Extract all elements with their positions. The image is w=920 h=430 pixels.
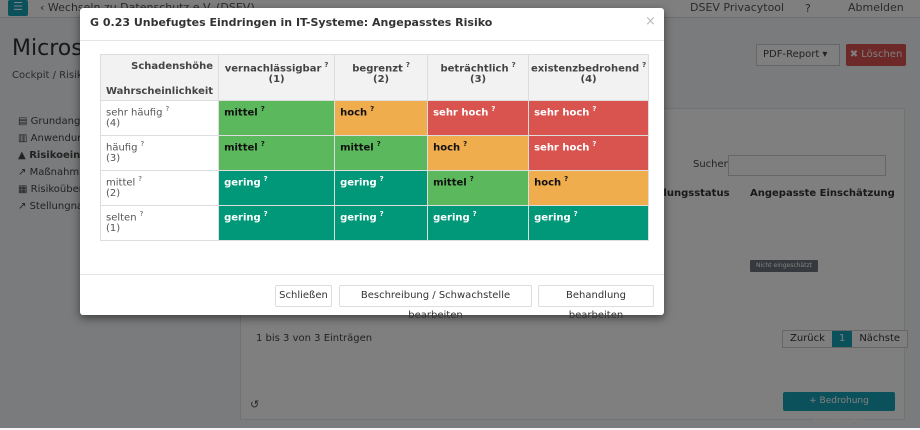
column-label: existenzbedrohend xyxy=(530,63,640,75)
risk-cell: gering? xyxy=(334,170,429,206)
close-button[interactable]: Schließen xyxy=(275,285,332,307)
impact-column-header: begrenzt? (2) xyxy=(334,54,429,101)
help-icon[interactable]: ? xyxy=(564,175,569,183)
help-icon[interactable]: ? xyxy=(260,140,265,148)
risk-matrix: Schadenshöhe Wahrscheinlichkeit vernachl… xyxy=(99,54,650,241)
row-label: selten xyxy=(106,212,137,224)
risk-level: gering xyxy=(433,212,470,224)
impact-column-header: existenzbedrohend? (4) xyxy=(528,54,650,101)
column-label: begrenzt xyxy=(352,63,403,75)
help-icon[interactable]: ? xyxy=(263,210,268,218)
risk-cell: hoch? xyxy=(334,100,429,136)
risk-cell: hoch? xyxy=(528,170,650,206)
help-icon[interactable]: ? xyxy=(472,210,477,218)
help-icon[interactable]: ? xyxy=(370,105,375,113)
row-number: (1) xyxy=(106,223,121,235)
column-number: (3) xyxy=(470,74,487,86)
help-icon[interactable]: ? xyxy=(140,140,145,148)
divider xyxy=(80,274,664,275)
risk-level: mittel xyxy=(224,107,258,119)
damage-label: Schadenshöhe xyxy=(131,61,214,72)
edit-description-button[interactable]: Beschreibung / Schwachstelle bearbeiten xyxy=(339,285,532,321)
column-label: beträchtlich xyxy=(440,63,509,75)
help-icon[interactable]: ? xyxy=(260,105,265,113)
risk-level: mittel xyxy=(340,142,374,154)
risk-level: mittel xyxy=(224,142,258,154)
row-label: häufig xyxy=(106,142,138,154)
risk-level: gering xyxy=(224,212,261,224)
risk-level: hoch xyxy=(534,177,562,189)
matrix-row: selten? (1) gering? gering? gering? gering? xyxy=(99,205,650,241)
help-icon[interactable]: ? xyxy=(138,175,143,183)
risk-cell: mittel? xyxy=(218,135,336,171)
impact-column-header: vernachlässigbar? (1) xyxy=(218,54,336,101)
risk-cell: gering? xyxy=(218,170,336,206)
risk-level: gering xyxy=(340,212,377,224)
help-icon[interactable]: ? xyxy=(324,61,329,69)
column-number: (2) xyxy=(373,74,390,86)
help-icon[interactable]: ? xyxy=(376,140,381,148)
row-number: (3) xyxy=(106,153,121,165)
risk-level: mittel xyxy=(433,177,467,189)
risk-level: hoch xyxy=(433,142,461,154)
close-icon[interactable]: × xyxy=(645,14,656,29)
risk-cell: hoch? xyxy=(427,135,530,171)
row-number: (4) xyxy=(106,118,121,130)
matrix-row: mittel? (2) gering? gering? mittel? hoch? xyxy=(99,170,650,206)
risk-cell: sehr hoch? xyxy=(427,100,530,136)
probability-label: Wahrscheinlichkeit xyxy=(106,86,214,97)
risk-cell: mittel? xyxy=(218,100,336,136)
risk-cell: mittel? xyxy=(427,170,530,206)
column-number: (1) xyxy=(268,74,285,86)
risk-cell: gering? xyxy=(218,205,336,241)
risk-level: sehr hoch xyxy=(534,107,590,119)
risk-matrix-modal: G 0.23 Unbefugtes Eindringen in IT-Syste… xyxy=(80,8,664,321)
risk-cell: mittel? xyxy=(334,135,429,171)
column-label: vernachlässigbar xyxy=(224,63,322,75)
help-icon[interactable]: ? xyxy=(592,140,597,148)
divider xyxy=(80,40,664,41)
help-icon[interactable]: ? xyxy=(573,210,578,218)
help-icon[interactable]: ? xyxy=(165,105,170,113)
help-icon[interactable]: ? xyxy=(405,61,410,69)
matrix-row: häufig? (3) mittel? mittel? hoch? sehr hoch? xyxy=(99,135,650,171)
column-number: (4) xyxy=(580,74,597,86)
help-icon[interactable]: ? xyxy=(379,210,384,218)
matrix-row: sehr häufig? (4) mittel? hoch? sehr hoch? seh… xyxy=(99,100,650,136)
help-icon[interactable]: ? xyxy=(139,210,144,218)
row-label: mittel xyxy=(106,177,136,189)
probability-row-header: sehr häufig? (4) xyxy=(99,100,220,136)
risk-level: hoch xyxy=(340,107,368,119)
corner-header: Schadenshöhe Wahrscheinlichkeit xyxy=(99,54,220,101)
help-icon[interactable]: ? xyxy=(592,105,597,113)
risk-level: gering xyxy=(340,177,377,189)
impact-column-header: beträchtlich? (3) xyxy=(427,54,530,101)
help-icon[interactable]: ? xyxy=(463,140,468,148)
edit-treatment-button[interactable]: Behandlung bearbeiten xyxy=(538,285,654,321)
help-icon[interactable]: ? xyxy=(379,175,384,183)
help-icon[interactable]: ? xyxy=(491,105,496,113)
risk-level: sehr hoch xyxy=(534,142,590,154)
risk-cell: gering? xyxy=(528,205,650,241)
help-icon[interactable]: ? xyxy=(511,61,516,69)
risk-cell: gering? xyxy=(334,205,429,241)
row-number: (2) xyxy=(106,188,121,200)
risk-level: gering xyxy=(224,177,261,189)
row-label: sehr häufig xyxy=(106,107,163,119)
risk-level: gering xyxy=(534,212,571,224)
risk-level: sehr hoch xyxy=(433,107,489,119)
risk-cell: gering? xyxy=(427,205,530,241)
modal-title: G 0.23 Unbefugtes Eindringen in IT-Syste… xyxy=(90,16,493,29)
help-icon[interactable]: ? xyxy=(469,175,474,183)
risk-cell: sehr hoch? xyxy=(528,135,650,171)
probability-row-header: mittel? (2) xyxy=(99,170,220,206)
help-icon[interactable]: ? xyxy=(263,175,268,183)
probability-row-header: häufig? (3) xyxy=(99,135,220,171)
help-icon[interactable]: ? xyxy=(642,61,647,69)
probability-row-header: selten? (1) xyxy=(99,205,220,241)
risk-cell: sehr hoch? xyxy=(528,100,650,136)
